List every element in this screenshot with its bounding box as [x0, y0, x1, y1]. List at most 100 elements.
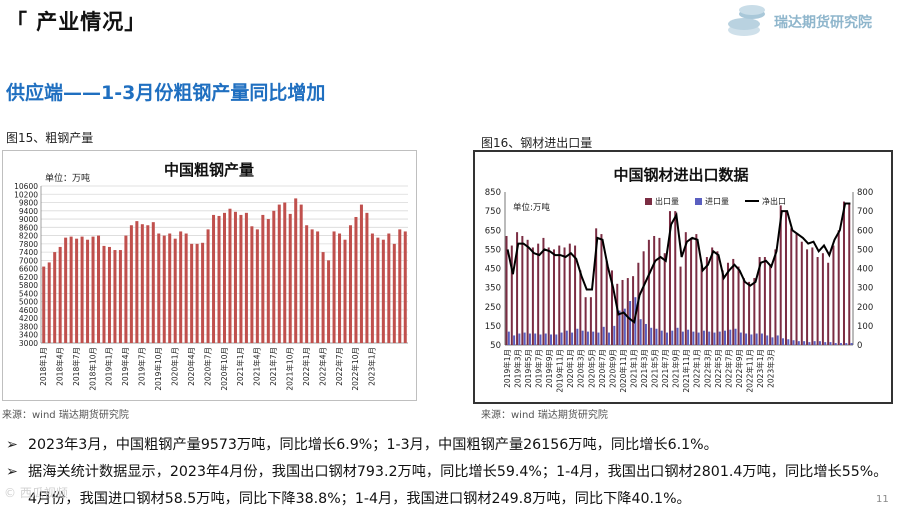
unit-label: 单位:万吨	[513, 202, 550, 213]
x-tick-label: 2018年4月	[54, 347, 64, 386]
import-bar	[534, 333, 537, 345]
export-bar	[632, 276, 635, 345]
output-bar	[233, 211, 237, 343]
right-y-tick-label: 400	[857, 265, 873, 275]
legend-label-import: 进口量	[705, 197, 729, 206]
import-bar	[513, 335, 516, 345]
x-tick-label: 2023年1月	[755, 349, 765, 388]
output-bar	[376, 237, 380, 343]
y-tick-label: 10200	[14, 190, 38, 199]
x-tick-label: 2020年7月	[202, 347, 212, 386]
page-subtitle: 供应端——1-3月份粗钢产量同比增加	[6, 82, 326, 104]
import-bar	[555, 334, 558, 345]
export-bar	[705, 257, 708, 345]
y-tick-label: 5800	[19, 281, 38, 290]
x-tick-label: 2020年9月	[607, 349, 617, 388]
x-tick-label: 2018年1月	[38, 347, 48, 386]
output-bar	[305, 225, 309, 343]
output-bar	[124, 235, 128, 343]
import-bar	[565, 330, 568, 345]
y-tick-label: 3800	[19, 322, 38, 331]
legend-swatch-export	[645, 198, 652, 205]
output-bar	[102, 245, 106, 343]
export-bar	[589, 297, 592, 345]
y-tick-label: 9800	[19, 199, 38, 208]
import-bar	[539, 334, 542, 345]
import-bar	[681, 331, 684, 345]
import-bar	[702, 330, 705, 345]
output-bar	[288, 213, 292, 343]
export-bar	[558, 245, 561, 345]
output-bar	[58, 246, 62, 343]
import-bar	[850, 343, 853, 345]
import-bar	[629, 301, 632, 345]
import-bar	[729, 329, 732, 345]
import-bar	[803, 341, 806, 345]
y-tick-label: 4200	[19, 314, 38, 323]
x-tick-label: 2020年5月	[586, 349, 596, 388]
bullet-2-marker: ➢	[6, 464, 18, 480]
export-bar	[795, 234, 798, 345]
import-bar	[713, 332, 716, 345]
x-tick-label: 2021年1月	[628, 349, 638, 388]
x-tick-label: 2021年4月	[252, 347, 262, 386]
output-bar	[244, 212, 248, 343]
left-y-tick-label: 150	[485, 322, 501, 332]
output-bar	[370, 233, 374, 343]
import-bar	[581, 330, 584, 345]
import-bar	[724, 330, 727, 345]
output-bar	[91, 236, 95, 343]
section-title: 「 产业情况」	[6, 10, 147, 34]
x-tick-label: 2019年7月	[534, 349, 544, 388]
y-tick-label: 9400	[19, 207, 38, 216]
output-bar	[255, 229, 259, 343]
import-bar	[560, 332, 563, 345]
export-bar	[721, 270, 724, 345]
import-bar	[776, 335, 779, 345]
y-tick-label: 3000	[19, 339, 38, 348]
export-bar	[605, 260, 608, 345]
import-bar	[613, 325, 616, 345]
export-bar	[674, 211, 677, 345]
figure-15-source: 来源：wind 瑞达期货研究院	[2, 410, 129, 421]
bullet-1: ➢ 2023年3月，中国粗钢产量9573万吨，同比增长6.9%；1-3月，中国粗钢…	[6, 434, 718, 454]
x-tick-label: 2020年4月	[186, 347, 196, 386]
x-tick-label: 2021年1月	[235, 347, 245, 386]
y-tick-label: 5400	[19, 289, 38, 298]
export-bar	[600, 234, 603, 345]
x-tick-label: 2019年4月	[120, 347, 130, 386]
import-bar	[760, 333, 763, 345]
import-bar	[771, 337, 774, 345]
left-y-tick-label: 50	[490, 341, 501, 351]
import-bar	[708, 331, 711, 345]
x-tick-label: 2023年1月	[367, 347, 377, 386]
import-bar	[586, 331, 589, 345]
bullet-1-marker: ➢	[6, 437, 18, 453]
export-bar	[595, 228, 598, 345]
output-bar	[157, 233, 161, 343]
output-bar	[146, 225, 150, 343]
export-bar	[642, 251, 645, 345]
import-bar	[834, 343, 837, 345]
export-bar	[711, 247, 714, 345]
export-bar	[579, 270, 582, 345]
y-tick-label: 7400	[19, 248, 38, 257]
chart-title: 中国钢材进出口数据	[613, 166, 748, 184]
x-tick-label: 2022年5月	[713, 349, 723, 388]
watermark: © 西瓜视频	[4, 486, 68, 500]
export-bar	[774, 249, 777, 345]
output-bar	[129, 225, 133, 343]
x-tick-label: 2021年3月	[639, 349, 649, 388]
export-bar	[816, 257, 819, 345]
output-bar	[179, 231, 183, 343]
y-tick-label: 6600	[19, 265, 38, 274]
unit-label: 单位：万吨	[45, 172, 90, 184]
import-bar	[840, 343, 843, 345]
import-bar	[697, 332, 700, 345]
output-bar	[168, 233, 172, 343]
import-bar	[544, 333, 547, 345]
output-bar	[64, 237, 68, 343]
export-bar	[753, 278, 756, 345]
page-number: 11	[876, 494, 889, 505]
left-y-tick-label: 850	[485, 188, 501, 198]
